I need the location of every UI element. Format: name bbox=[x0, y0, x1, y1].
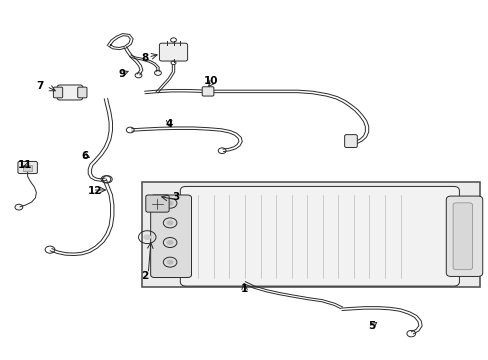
Text: 8: 8 bbox=[141, 53, 148, 63]
FancyBboxPatch shape bbox=[150, 195, 191, 278]
Bar bbox=[142, 182, 479, 287]
Circle shape bbox=[143, 234, 151, 240]
Circle shape bbox=[166, 260, 173, 265]
Circle shape bbox=[166, 240, 173, 245]
Text: 5: 5 bbox=[367, 321, 375, 332]
Text: 4: 4 bbox=[165, 118, 172, 129]
FancyBboxPatch shape bbox=[446, 196, 482, 276]
Bar bbox=[23, 165, 31, 171]
Circle shape bbox=[166, 220, 173, 225]
FancyBboxPatch shape bbox=[344, 135, 357, 148]
Text: 9: 9 bbox=[118, 68, 125, 78]
FancyBboxPatch shape bbox=[53, 87, 62, 98]
FancyBboxPatch shape bbox=[159, 43, 187, 61]
FancyBboxPatch shape bbox=[202, 87, 213, 96]
FancyBboxPatch shape bbox=[145, 195, 169, 212]
FancyBboxPatch shape bbox=[180, 186, 458, 286]
Circle shape bbox=[166, 201, 173, 206]
FancyBboxPatch shape bbox=[78, 87, 87, 98]
Text: 12: 12 bbox=[87, 186, 102, 196]
Text: 3: 3 bbox=[172, 192, 180, 202]
Text: 1: 1 bbox=[241, 284, 247, 294]
Text: 6: 6 bbox=[81, 151, 88, 161]
Text: 7: 7 bbox=[37, 81, 44, 91]
Text: 2: 2 bbox=[141, 271, 148, 281]
FancyBboxPatch shape bbox=[57, 85, 82, 100]
Text: 10: 10 bbox=[204, 76, 218, 86]
FancyBboxPatch shape bbox=[18, 161, 37, 174]
FancyBboxPatch shape bbox=[452, 203, 471, 270]
Text: 11: 11 bbox=[18, 160, 32, 170]
